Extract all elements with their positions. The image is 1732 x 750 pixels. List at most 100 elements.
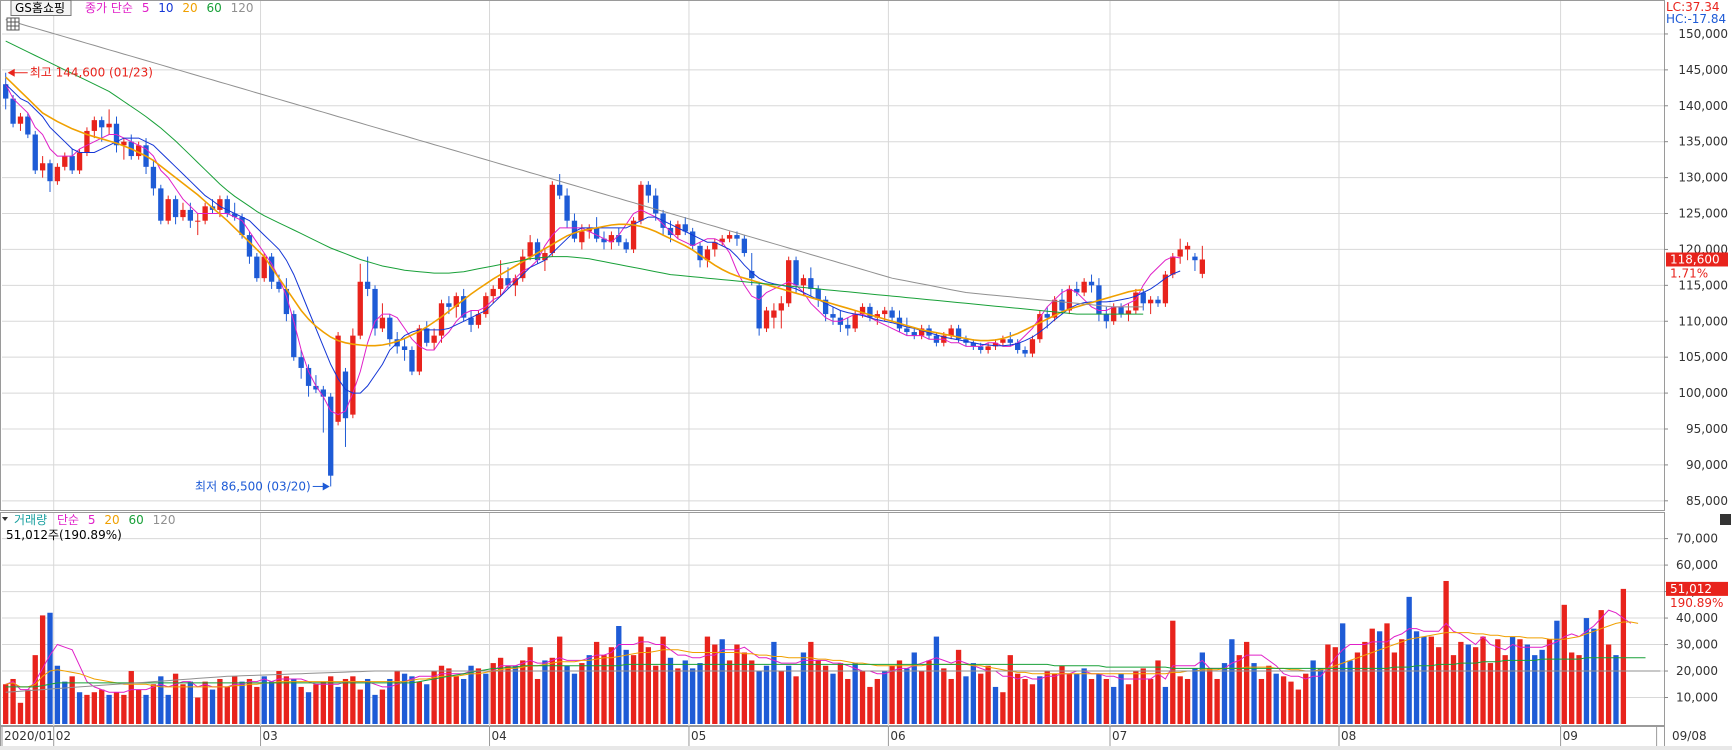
volume-bar xyxy=(512,665,519,724)
volume-bar xyxy=(1480,636,1486,724)
volume-bar xyxy=(335,686,341,724)
candle-body xyxy=(1059,299,1065,311)
candle-body xyxy=(1066,288,1073,311)
candle-body xyxy=(756,285,762,329)
volume-ma-label: 단순 xyxy=(57,513,79,527)
x-tick-label: 03 xyxy=(263,729,278,743)
candle-body xyxy=(985,346,991,350)
volume-bar xyxy=(815,660,821,724)
candle-body xyxy=(1000,339,1006,343)
candle-body xyxy=(970,342,977,347)
candle-body xyxy=(313,385,319,390)
x-tick-label: 06 xyxy=(890,729,905,743)
volume-bar xyxy=(1266,665,1272,724)
lc-readout: LC:37.34 xyxy=(1666,0,1719,14)
price-tick-label: 110,000 xyxy=(1678,314,1728,328)
candle-body xyxy=(246,235,253,257)
volume-bar xyxy=(985,665,991,724)
price-tick-label: 125,000 xyxy=(1678,207,1728,221)
volume-bar xyxy=(1288,681,1294,724)
stock-name[interactable]: GS홈쇼핑 xyxy=(15,1,65,15)
volume-bar xyxy=(623,649,629,724)
candle-body xyxy=(69,156,75,171)
candle-body xyxy=(800,278,807,286)
candle-body xyxy=(254,256,260,279)
volume-bar xyxy=(1199,652,1205,724)
candle-body xyxy=(490,288,496,297)
candle-body xyxy=(1044,314,1050,318)
volume-bar xyxy=(1029,684,1036,724)
candle-body xyxy=(1155,299,1161,304)
x-tick-label: 07 xyxy=(1112,729,1127,743)
volume-bar xyxy=(379,689,386,724)
candle-body xyxy=(158,188,164,221)
candle-body xyxy=(852,314,858,329)
volume-current: 51,012주(190.89%) xyxy=(6,528,122,542)
candle-body xyxy=(734,235,740,239)
volume-bar xyxy=(571,673,578,724)
candle-body xyxy=(520,256,526,279)
last-price-box xyxy=(1666,252,1728,267)
candle-body xyxy=(497,278,504,289)
volume-bar xyxy=(1561,604,1567,724)
candle-body xyxy=(187,209,194,221)
candle-body xyxy=(719,238,725,243)
volume-bar xyxy=(564,665,570,724)
volume-bar xyxy=(1413,631,1420,724)
candle-body xyxy=(99,120,105,128)
volume-tick-label: 70,000 xyxy=(1676,532,1718,546)
volume-close-icon[interactable] xyxy=(1720,514,1731,525)
volume-bar xyxy=(1620,588,1627,724)
price-tick-label: 105,000 xyxy=(1678,350,1728,364)
x-tick-label: 09/08 xyxy=(1672,729,1707,743)
volume-ma-60-line xyxy=(5,657,1646,688)
candle-body xyxy=(342,371,349,419)
volume-bar xyxy=(808,641,814,724)
volume-bar xyxy=(1229,639,1235,724)
candle-body xyxy=(918,328,925,336)
grid-toggle-icon[interactable] xyxy=(6,17,20,31)
volume-tick-label: 60,000 xyxy=(1676,558,1718,572)
candle-body xyxy=(224,199,230,214)
low-annotation: 최저 86,500 (03/20) xyxy=(195,479,311,493)
candle-body xyxy=(882,310,888,315)
candle-body xyxy=(446,303,452,307)
candle-body xyxy=(239,217,245,236)
price-tick-label: 150,000 xyxy=(1678,27,1728,41)
volume-bar xyxy=(224,686,230,724)
volume-bar xyxy=(490,663,496,724)
x-axis: 2020/01 02 03 04 05 06 07 08 09 09/08 xyxy=(1,726,1707,746)
price-tick-label: 100,000 xyxy=(1678,386,1728,400)
volume-bar xyxy=(128,671,134,724)
candle-body xyxy=(1162,274,1169,304)
price-ma-label: 종가 단순 xyxy=(85,1,133,15)
candle-body xyxy=(1177,249,1183,257)
collapse-icon[interactable] xyxy=(2,517,8,521)
volume-bar xyxy=(150,684,157,724)
candle-body xyxy=(867,306,873,318)
volume-bar xyxy=(911,652,917,724)
volume-ma-5-line xyxy=(5,609,1632,693)
volume-bar xyxy=(1495,639,1501,724)
candle-body xyxy=(557,184,563,196)
volume-bar xyxy=(254,686,260,724)
stock-name-box[interactable] xyxy=(10,0,72,16)
candle-body xyxy=(54,166,61,182)
candle-body xyxy=(1133,292,1139,311)
candle-body xyxy=(438,303,445,336)
volume-bar xyxy=(1517,639,1523,724)
volume-bar xyxy=(1184,678,1191,724)
volume-bar xyxy=(704,636,711,724)
volume-bar xyxy=(1081,668,1087,724)
scrollbar[interactable] xyxy=(0,746,1732,750)
volume-bar xyxy=(394,671,400,724)
volume-bar xyxy=(350,676,356,724)
volume-bar xyxy=(667,657,674,724)
volume-bar xyxy=(1472,647,1479,724)
candle-body xyxy=(195,220,201,222)
volume-bar xyxy=(1332,647,1338,724)
volume-bar xyxy=(1280,676,1287,724)
volume-bar xyxy=(1066,673,1073,724)
candle-body xyxy=(305,367,312,386)
